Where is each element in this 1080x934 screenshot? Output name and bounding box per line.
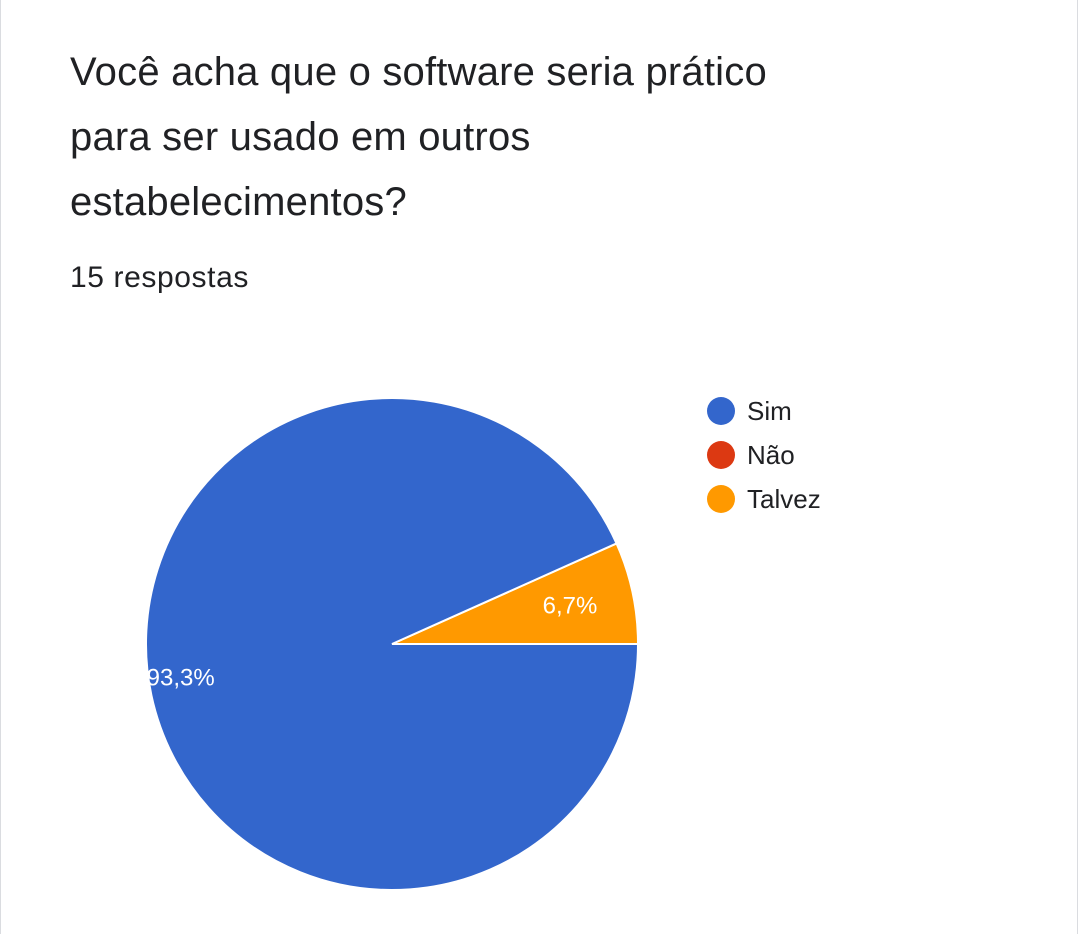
question-title-line-3: estabelecimentos? <box>70 180 407 224</box>
legend-swatch-nao <box>707 441 735 469</box>
legend-item-sim[interactable]: Sim <box>707 389 821 433</box>
legend-swatch-sim <box>707 397 735 425</box>
chart-legend: Sim Não Talvez <box>707 389 821 521</box>
question-title: Você acha que o software seria prático p… <box>70 40 930 235</box>
legend-item-talvez[interactable]: Talvez <box>707 477 821 521</box>
question-title-line-1: Você acha que o software seria prático <box>70 50 767 94</box>
slice-label-sim: 93,3% <box>147 665 215 692</box>
legend-swatch-talvez <box>707 485 735 513</box>
response-count: 15 respostas <box>70 261 249 294</box>
legend-label-talvez: Talvez <box>747 483 821 514</box>
legend-label-nao: Não <box>747 439 795 470</box>
legend-label-sim: Sim <box>747 395 792 426</box>
legend-item-nao[interactable]: Não <box>707 433 821 477</box>
question-title-line-2: para ser usado em outros <box>70 115 531 159</box>
slice-label-talvez: 6,7% <box>543 592 598 619</box>
pie-slice-sim[interactable] <box>145 397 640 891</box>
